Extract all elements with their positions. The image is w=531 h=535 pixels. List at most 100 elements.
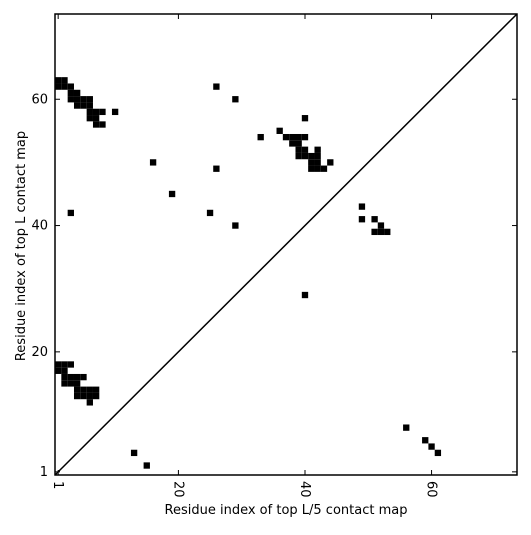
- contact-cell: [67, 373, 74, 381]
- contact-cell: [289, 133, 296, 141]
- contact-cell: [308, 159, 315, 166]
- contact-cell: [320, 165, 328, 172]
- contact-cell: [308, 165, 315, 172]
- diagonal: [54, 13, 518, 476]
- contact-cell: [130, 449, 138, 457]
- contact-cell: [86, 115, 93, 122]
- contact-cell: [61, 361, 68, 368]
- contact-cell: [213, 165, 220, 172]
- contact-cell: [143, 462, 150, 469]
- contact-cell: [206, 209, 214, 217]
- contact-cell: [92, 115, 100, 122]
- contact-cell: [289, 140, 296, 147]
- y-tick-label: 20: [31, 345, 48, 360]
- contact-cell: [73, 102, 81, 109]
- contact-cell: [92, 108, 100, 116]
- contact-cell: [86, 399, 93, 406]
- contact-cell: [67, 83, 74, 90]
- contact-cell: [314, 152, 321, 160]
- y-tick-label: 40: [31, 219, 48, 234]
- contact-cell: [428, 443, 435, 450]
- contact-cell: [67, 209, 74, 217]
- contact-cell: [295, 133, 302, 141]
- contact-cell: [314, 159, 321, 166]
- contact-cell: [55, 83, 62, 90]
- contact-cell: [73, 89, 81, 97]
- y-axis-label: Residue index of top L contact map: [14, 131, 29, 361]
- x-tick-label: 20: [170, 481, 185, 498]
- contact-cell: [301, 152, 309, 160]
- contact-cell: [67, 361, 74, 368]
- contact-cell: [403, 424, 410, 431]
- contact-cell: [61, 83, 68, 90]
- contact-cell: [80, 392, 87, 400]
- contact-cell: [86, 392, 93, 400]
- x-tick-label: 60: [424, 481, 439, 498]
- contact-cell: [295, 152, 302, 160]
- x-axis-label: Residue index of top L/5 contact map: [165, 503, 408, 518]
- contact-cell: [73, 392, 81, 400]
- contact-cell: [73, 96, 81, 103]
- contact-cell: [314, 165, 321, 172]
- contact-cell: [86, 386, 93, 393]
- plot-frame: [54, 13, 518, 476]
- contact-cell: [232, 96, 239, 103]
- contact-cell: [377, 228, 385, 236]
- contact-cell: [80, 373, 87, 381]
- contact-cell: [327, 159, 334, 166]
- contact-cell: [149, 159, 157, 166]
- contact-cell: [213, 83, 220, 90]
- contact-cell: [295, 140, 302, 147]
- contact-cell: [377, 222, 385, 229]
- contact-cell: [73, 373, 81, 381]
- contact-cell: [99, 121, 106, 128]
- contact-cell: [371, 228, 378, 236]
- contact-cell: [92, 121, 100, 128]
- contact-cell: [295, 146, 302, 153]
- contact-cell: [282, 133, 290, 141]
- contact-cell: [384, 228, 391, 236]
- contact-cell: [301, 291, 309, 299]
- contact-cell: [358, 216, 366, 223]
- contact-cell: [80, 102, 87, 109]
- contact-cell: [301, 146, 309, 153]
- contact-cell: [55, 367, 62, 374]
- contact-cell: [73, 380, 81, 387]
- contact-cell: [358, 203, 366, 210]
- contact-cell: [67, 96, 74, 103]
- contact-cell: [371, 216, 378, 223]
- y-tick-label: 60: [31, 92, 48, 107]
- contact-cell: [61, 77, 68, 84]
- y-tick-label: 1: [40, 465, 48, 480]
- contact-cell: [111, 108, 119, 116]
- contact-cell: [308, 152, 315, 160]
- contact-cell: [67, 380, 74, 387]
- contact-cell: [92, 386, 100, 393]
- contact-cell: [301, 133, 309, 141]
- contact-cell: [67, 89, 74, 97]
- contact-cell: [276, 127, 283, 134]
- contact-cell: [61, 373, 68, 381]
- contact-cell: [257, 133, 264, 141]
- contact-cell: [80, 386, 87, 393]
- contact-cell: [92, 392, 100, 400]
- contact-cell: [168, 190, 176, 198]
- contact-cell: [232, 222, 239, 229]
- x-tick-label: 40: [297, 481, 312, 498]
- contact-cell: [99, 108, 106, 116]
- contact-cell: [86, 102, 93, 109]
- contact-cell: [61, 367, 68, 374]
- contact-cell: [301, 115, 309, 122]
- contact-cell: [434, 449, 442, 457]
- x-tick-label: 1: [50, 481, 65, 489]
- contact-cell: [422, 437, 429, 444]
- contact-cell: [86, 96, 93, 103]
- contact-cell: [55, 77, 62, 84]
- contact-cell: [86, 108, 93, 116]
- contact-cell: [80, 96, 87, 103]
- contact-cell: [73, 386, 81, 393]
- contact-cell: [61, 380, 68, 387]
- contact-cell: [55, 361, 62, 368]
- contact-cell: [314, 146, 321, 153]
